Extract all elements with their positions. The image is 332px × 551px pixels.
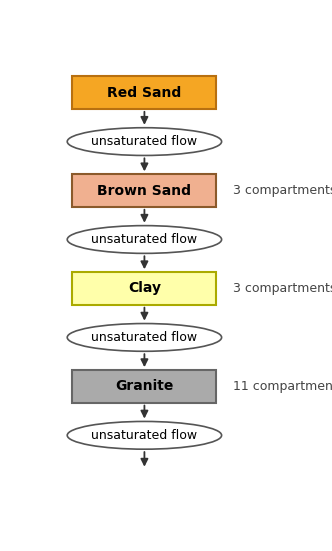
Text: 3 compartments: 3 compartments <box>233 184 332 197</box>
Text: Clay: Clay <box>128 282 161 295</box>
Text: unsaturated flow: unsaturated flow <box>91 331 198 344</box>
Bar <box>72 77 216 109</box>
Ellipse shape <box>67 225 222 253</box>
Text: Brown Sand: Brown Sand <box>97 183 192 198</box>
Text: Red Sand: Red Sand <box>107 85 182 100</box>
Text: unsaturated flow: unsaturated flow <box>91 233 198 246</box>
Bar <box>72 370 216 403</box>
Text: unsaturated flow: unsaturated flow <box>91 429 198 442</box>
Text: unsaturated flow: unsaturated flow <box>91 135 198 148</box>
Text: 11 compartments: 11 compartments <box>233 380 332 393</box>
Ellipse shape <box>67 323 222 352</box>
Bar <box>72 272 216 305</box>
Text: 3 compartments: 3 compartments <box>233 282 332 295</box>
Text: Granite: Granite <box>115 379 174 393</box>
Ellipse shape <box>67 128 222 155</box>
Bar <box>72 174 216 207</box>
Ellipse shape <box>67 422 222 449</box>
